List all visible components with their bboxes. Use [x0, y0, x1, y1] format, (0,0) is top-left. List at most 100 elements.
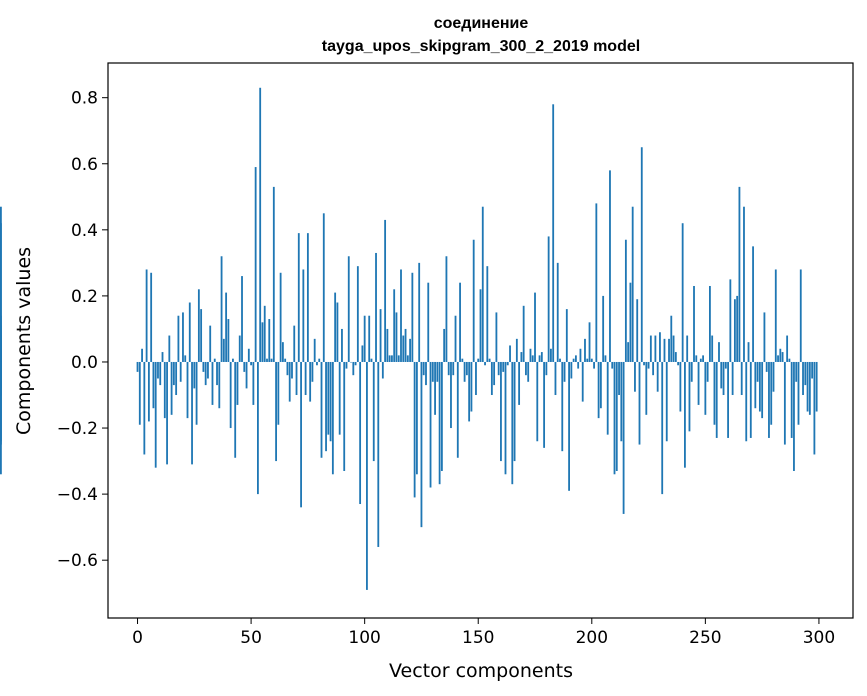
x-tick-label: 100	[348, 628, 380, 648]
bar	[368, 315, 371, 362]
bar	[138, 361, 141, 425]
bar	[715, 361, 718, 438]
bar	[145, 269, 148, 362]
bar	[447, 361, 450, 376]
bar	[415, 361, 418, 475]
bar	[731, 361, 734, 396]
bar	[465, 361, 468, 376]
y-tick-label: −0.6	[57, 551, 98, 571]
bar	[229, 361, 232, 429]
bar	[468, 361, 471, 422]
bar	[618, 361, 620, 396]
bar	[218, 361, 221, 409]
bar	[788, 358, 791, 362]
bar	[395, 312, 398, 362]
bar	[577, 361, 580, 369]
bar	[404, 328, 407, 362]
bar	[695, 355, 698, 362]
bar	[515, 338, 518, 362]
bar	[613, 361, 616, 475]
bar	[170, 361, 173, 415]
bar	[497, 361, 500, 376]
bar	[763, 312, 766, 362]
bar	[768, 361, 770, 438]
bar	[147, 361, 150, 422]
bar	[400, 269, 402, 362]
bar	[452, 361, 455, 376]
bar	[738, 186, 741, 362]
bar	[436, 361, 439, 382]
bar	[472, 239, 475, 362]
bar	[434, 361, 436, 415]
x-tick-label: 250	[689, 628, 721, 648]
bar	[334, 292, 337, 362]
bar	[461, 358, 464, 362]
bar	[718, 342, 720, 362]
bar	[808, 361, 811, 415]
bar	[779, 348, 782, 362]
bar	[268, 319, 271, 362]
bar	[356, 266, 359, 362]
bar	[456, 361, 459, 458]
bar	[213, 358, 216, 362]
bar	[649, 335, 652, 362]
bar	[506, 361, 509, 366]
y-tick-label: 0.2	[71, 287, 98, 307]
bar	[631, 206, 634, 362]
y-tick-label: 0.0	[71, 353, 98, 373]
bar	[677, 361, 680, 366]
bar	[693, 285, 695, 362]
bar	[765, 361, 768, 372]
bar	[770, 361, 773, 425]
bar	[749, 361, 752, 438]
bar	[815, 361, 818, 412]
bar	[490, 361, 493, 396]
bar	[531, 355, 534, 362]
bar	[518, 361, 521, 405]
bar	[418, 262, 421, 362]
y-tick-label: 0.6	[71, 155, 98, 175]
bar	[743, 206, 745, 362]
bar	[370, 358, 373, 362]
bar	[756, 361, 759, 382]
x-tick-label: 200	[576, 628, 608, 648]
y-tick-label: −0.2	[57, 419, 98, 439]
bar	[545, 361, 548, 376]
bar	[702, 355, 704, 362]
bar	[427, 282, 430, 362]
bar	[547, 236, 550, 362]
bar	[341, 328, 343, 362]
bar	[684, 361, 686, 468]
bar	[252, 361, 255, 405]
bar	[247, 348, 250, 362]
bar	[363, 315, 366, 362]
bars-layer	[0, 87, 818, 590]
bar	[402, 335, 405, 362]
bar	[761, 361, 764, 419]
bar	[804, 361, 807, 386]
x-axis-label: Vector components	[389, 660, 573, 682]
bar	[595, 203, 598, 362]
bar	[250, 361, 253, 366]
bar	[704, 361, 707, 415]
bar	[590, 358, 593, 362]
bar	[168, 335, 171, 362]
bar	[509, 345, 511, 362]
bar	[711, 335, 714, 362]
bar	[275, 361, 277, 462]
bar	[699, 358, 702, 362]
bar	[225, 292, 228, 362]
bar	[781, 352, 784, 362]
bar	[572, 358, 575, 362]
y-axis-ticks: −0.6 −0.4 −0.2 0.0 0.2 0.4 0.6 0.8	[57, 89, 108, 571]
bar	[352, 361, 355, 376]
bar	[338, 361, 341, 435]
y-tick-label: 0.4	[71, 221, 98, 241]
bar	[511, 361, 514, 485]
bar	[681, 223, 684, 362]
bar	[406, 355, 409, 362]
bar	[565, 309, 568, 362]
bar	[661, 361, 664, 495]
bar	[300, 361, 302, 508]
